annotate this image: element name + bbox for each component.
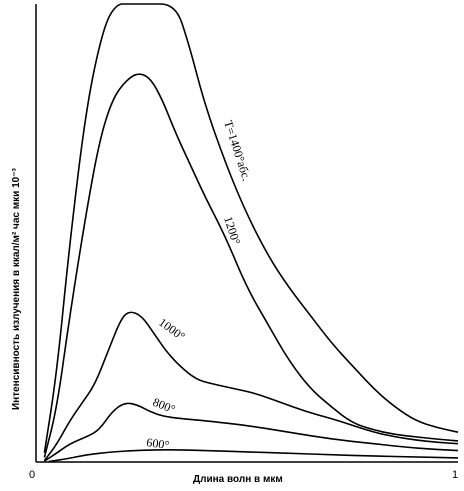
series-line-1 xyxy=(43,73,459,458)
series-label-1000: 1000° xyxy=(156,315,188,343)
series-line-2 xyxy=(43,311,459,462)
series-labels: T=1400°абс. 1200° 1000° 800° 600° xyxy=(146,119,254,453)
ticks: 0 1 xyxy=(29,469,458,481)
x-tick-label: 1 xyxy=(452,469,458,481)
curves xyxy=(43,3,459,463)
series-line-4 xyxy=(48,448,459,463)
series-label-1400: T=1400°абс. xyxy=(221,119,254,183)
x-axis-label: Длина волн в мкм xyxy=(193,474,283,485)
axes xyxy=(35,4,458,463)
series-line-3 xyxy=(43,402,459,462)
y-axis-label: Интенсивность излучения в ккал/м² час мк… xyxy=(11,168,22,410)
series-line-0 xyxy=(43,3,459,453)
series-label-600: 600° xyxy=(146,435,171,452)
x-tick-label: 0 xyxy=(29,469,35,481)
series-label-1200: 1200° xyxy=(221,215,243,247)
